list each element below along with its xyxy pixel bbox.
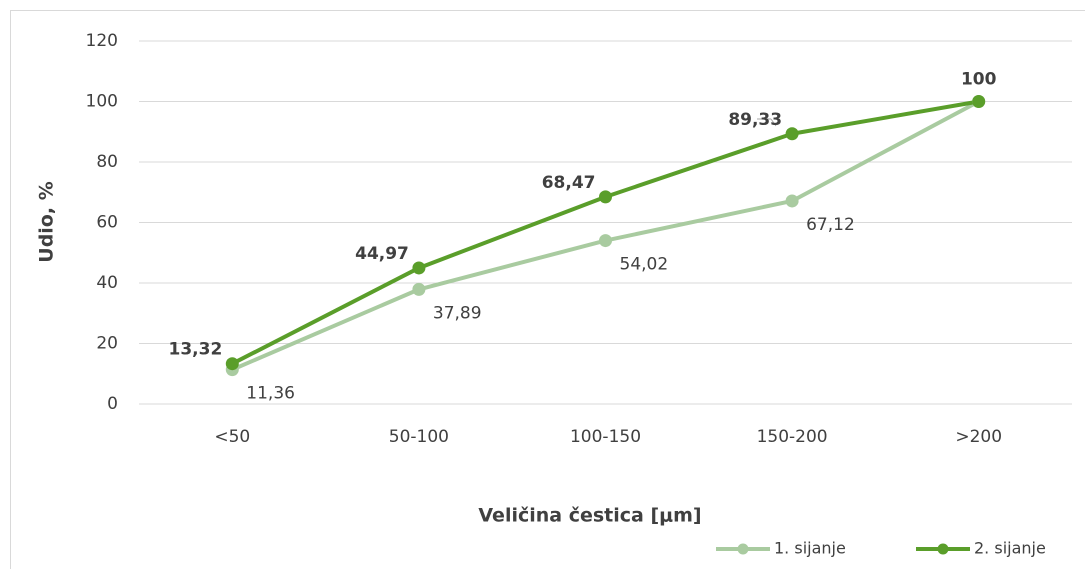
data-point — [412, 261, 426, 275]
data-point — [225, 357, 239, 371]
data-label: 44,97 — [355, 244, 409, 264]
data-label: 11,36 — [246, 384, 295, 404]
x-tick-label: <50 — [214, 427, 250, 447]
data-label: 89,33 — [728, 110, 782, 130]
legend-label: 1. sijanje — [774, 539, 846, 558]
y-tick-label: 80 — [96, 152, 118, 172]
data-point — [599, 190, 612, 204]
data-label: 13,32 — [169, 340, 223, 360]
series-line — [231, 99, 980, 366]
legend-marker — [937, 543, 949, 555]
data-label: 100 — [961, 70, 997, 90]
chart-border — [10, 10, 1085, 569]
y-tick-label: 60 — [96, 213, 118, 233]
x-tick-label: 50-100 — [389, 427, 449, 447]
y-tick-label: 120 — [86, 31, 118, 51]
y-axis-title: Udio, % — [36, 181, 58, 262]
data-label: 37,89 — [433, 303, 482, 323]
data-point — [785, 194, 799, 208]
legend-label: 2. sijanje — [974, 539, 1046, 558]
data-point — [972, 95, 986, 108]
y-tick-label: 0 — [107, 394, 118, 414]
data-point — [412, 282, 426, 296]
legend-marker — [737, 543, 749, 555]
x-tick-label: 150-200 — [757, 427, 828, 447]
x-axis-title: Veličina čestica [μm] — [478, 505, 701, 527]
data-label: 54,02 — [620, 255, 669, 275]
x-tick-label: >200 — [955, 427, 1002, 447]
data-point — [599, 234, 612, 248]
y-tick-label: 20 — [96, 334, 118, 354]
data-label: 67,12 — [806, 215, 855, 235]
x-tick-label: 100-150 — [570, 427, 641, 447]
y-tick-label: 100 — [86, 92, 118, 112]
data-point — [785, 127, 799, 141]
y-tick-label: 40 — [96, 273, 118, 293]
leader-line — [770, 118, 777, 127]
data-label: 68,47 — [542, 173, 596, 193]
